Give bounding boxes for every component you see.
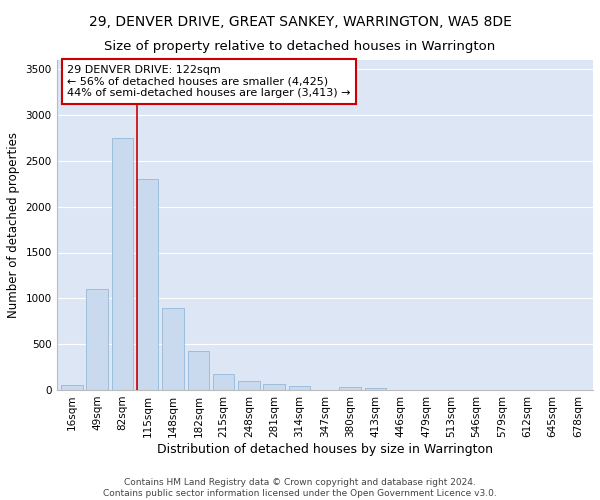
Text: 29 DENVER DRIVE: 122sqm
← 56% of detached houses are smaller (4,425)
44% of semi: 29 DENVER DRIVE: 122sqm ← 56% of detache… — [67, 65, 351, 98]
Text: Size of property relative to detached houses in Warrington: Size of property relative to detached ho… — [104, 40, 496, 53]
Bar — [188, 350, 209, 390]
X-axis label: Distribution of detached houses by size in Warrington: Distribution of detached houses by size … — [157, 442, 493, 456]
Bar — [365, 388, 386, 390]
Bar — [137, 179, 158, 390]
Bar — [162, 308, 184, 390]
Bar — [61, 385, 83, 390]
Bar — [112, 138, 133, 390]
Text: 29, DENVER DRIVE, GREAT SANKEY, WARRINGTON, WA5 8DE: 29, DENVER DRIVE, GREAT SANKEY, WARRINGT… — [89, 15, 511, 29]
Bar — [289, 386, 310, 390]
Bar — [340, 387, 361, 390]
Bar — [213, 374, 235, 390]
Text: Contains HM Land Registry data © Crown copyright and database right 2024.
Contai: Contains HM Land Registry data © Crown c… — [103, 478, 497, 498]
Bar — [263, 384, 285, 390]
Bar — [238, 381, 260, 390]
Y-axis label: Number of detached properties: Number of detached properties — [7, 132, 20, 318]
Bar — [86, 289, 108, 390]
